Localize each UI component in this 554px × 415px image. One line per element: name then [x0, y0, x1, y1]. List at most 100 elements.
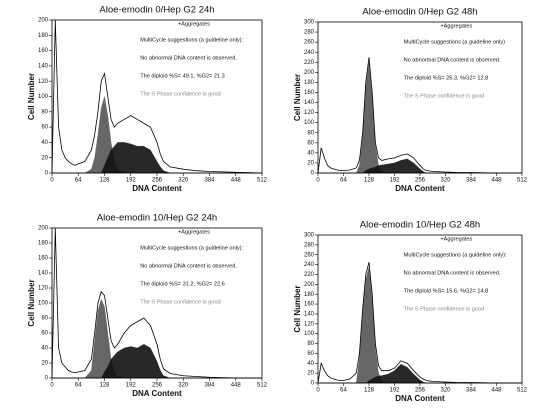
y-tick-label: 120 — [38, 286, 49, 292]
y-tick-label: 80 — [41, 316, 48, 322]
y-tick-label: 140 — [38, 271, 49, 277]
annotation: No abnormal DNA content is observed. — [140, 55, 237, 61]
y-tick-label: 20 — [41, 361, 48, 367]
annotation: MultiCycle suggestions (a guideline only… — [140, 37, 243, 43]
x-tick-label: 320 — [178, 178, 189, 184]
y-tick-label: 280 — [304, 242, 315, 248]
annotation: No abnormal DNA content is observed. — [404, 57, 501, 63]
chart-panel: Aloe-emodin 10/Hep G2 48h Cell Number DNA … — [293, 220, 528, 404]
x-tick-label: 512 — [257, 383, 268, 389]
annotation: The S Phase confidence is good — [140, 299, 221, 305]
x-tick-label: 64 — [75, 383, 82, 389]
y-tick-label: 60 — [41, 125, 48, 131]
y-tick-label: 20 — [307, 371, 314, 377]
y-tick-label: 140 — [304, 100, 315, 106]
x-tick-label: 0 — [316, 388, 320, 394]
y-axis-label: Cell Number — [293, 285, 302, 332]
annotation: No abnormal DNA content is observed. — [140, 263, 237, 269]
y-tick-label: 160 — [38, 48, 49, 54]
y-axis-label: Cell Number — [27, 279, 36, 326]
chart-title: Aloe-emodin 10/Hep G2 24h — [97, 213, 217, 224]
histogram-line — [51, 19, 263, 174]
x-tick-label: 0 — [50, 383, 54, 389]
x-tick-label: 256 — [415, 388, 426, 394]
y-tick-label: 20 — [307, 161, 314, 167]
y-tick-label: 60 — [307, 351, 314, 357]
y-tick-label: 80 — [307, 341, 314, 347]
histogram-line — [317, 262, 522, 384]
y-tick-label: 300 — [304, 233, 315, 239]
annotation: MultiCycle suggestions (a guideline only… — [140, 245, 243, 251]
y-tick-label: 100 — [304, 331, 315, 337]
y-tick-label: 200 — [304, 70, 315, 76]
annotation: +Aggregates — [440, 236, 472, 242]
x-tick-label: 192 — [126, 383, 137, 389]
x-axis-label: DNA Content — [132, 184, 182, 193]
x-tick-label: 512 — [257, 178, 268, 184]
y-tick-label: 0 — [45, 376, 49, 382]
chart-title: Aloe-emodin 0/Hep G2 24h — [99, 5, 214, 16]
y-tick-label: 260 — [304, 40, 315, 46]
annotation: +Aggregates — [178, 229, 210, 235]
y-tick-label: 160 — [304, 302, 315, 308]
x-tick-label: 384 — [466, 178, 477, 184]
annotation: +Aggregates — [178, 21, 210, 27]
annotation: The diploid %S= 15.6, %G2= 14.8 — [404, 288, 489, 294]
y-tick-label: 260 — [304, 252, 315, 258]
y-tick-label: 80 — [307, 130, 314, 136]
y-tick-label: 160 — [304, 90, 315, 96]
histogram-line — [317, 57, 522, 174]
y-tick-label: 120 — [304, 110, 315, 116]
chart-panel: Aloe-emodin 0/Hep G2 48h Cell Number DNA C… — [293, 7, 528, 194]
annotation: No abnormal DNA content is observed. — [404, 270, 501, 276]
y-tick-label: 200 — [304, 282, 315, 288]
x-axis-label: DNA Content — [132, 389, 182, 398]
x-tick-label: 192 — [126, 178, 137, 184]
fit-area — [52, 142, 262, 174]
x-tick-label: 64 — [340, 178, 347, 184]
y-tick-label: 180 — [38, 241, 49, 247]
y-tick-label: 180 — [38, 33, 49, 39]
annotation: The S Phase confidence is good — [404, 93, 485, 99]
y-tick-label: 240 — [304, 262, 315, 268]
y-tick-label: 100 — [38, 301, 49, 307]
y-tick-label: 240 — [304, 50, 315, 56]
annotation: The S Phase confidence is good — [140, 91, 221, 97]
x-tick-label: 320 — [440, 178, 451, 184]
y-axis-label: Cell Number — [293, 74, 302, 121]
annotation: The diploid %S= 26.3, %G2= 12.8 — [404, 75, 489, 81]
y-tick-label: 140 — [304, 312, 315, 318]
y-tick-label: 200 — [38, 18, 49, 24]
x-tick-label: 0 — [316, 178, 320, 184]
plot-frame — [317, 21, 523, 174]
x-tick-label: 448 — [491, 388, 502, 394]
y-tick-label: 180 — [304, 292, 315, 298]
x-tick-label: 384 — [466, 388, 477, 394]
y-tick-label: 280 — [304, 30, 315, 36]
y-tick-label: 0 — [311, 171, 315, 177]
y-tick-label: 40 — [41, 140, 48, 146]
y-tick-label: 0 — [311, 381, 315, 387]
y-tick-label: 120 — [38, 79, 49, 85]
y-tick-label: 160 — [38, 256, 49, 262]
y-tick-label: 40 — [307, 361, 314, 367]
y-tick-label: 60 — [41, 331, 48, 337]
plot-frame — [51, 19, 263, 174]
x-tick-label: 320 — [440, 388, 451, 394]
x-tick-label: 448 — [231, 383, 242, 389]
chart-title: Aloe-emodin 0/Hep G2 48h — [362, 7, 477, 18]
x-tick-label: 192 — [389, 178, 400, 184]
x-tick-label: 128 — [364, 388, 375, 394]
x-tick-label: 256 — [152, 383, 163, 389]
y-tick-label: 60 — [307, 140, 314, 146]
x-tick-label: 64 — [340, 388, 347, 394]
x-tick-label: 64 — [75, 178, 82, 184]
y-tick-label: 220 — [304, 60, 315, 66]
x-axis-label: DNA Content — [395, 394, 445, 403]
x-tick-label: 256 — [415, 178, 426, 184]
histogram-line — [51, 227, 262, 379]
x-tick-label: 320 — [178, 383, 189, 389]
y-tick-label: 20 — [41, 155, 48, 161]
y-tick-label: 100 — [304, 120, 315, 126]
